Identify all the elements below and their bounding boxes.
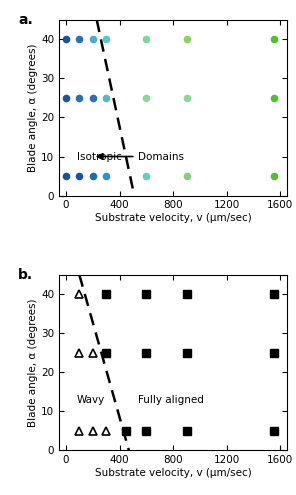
Text: b.: b. <box>18 268 33 282</box>
Y-axis label: Blade angle, α (degrees): Blade angle, α (degrees) <box>28 298 38 427</box>
Text: a.: a. <box>18 13 33 27</box>
X-axis label: Substrate velocity, v (μm/sec): Substrate velocity, v (μm/sec) <box>95 468 252 478</box>
Text: Wavy: Wavy <box>77 395 105 405</box>
Y-axis label: Blade angle, α (degrees): Blade angle, α (degrees) <box>28 44 38 172</box>
X-axis label: Substrate velocity, v (μm/sec): Substrate velocity, v (μm/sec) <box>95 213 252 223</box>
Text: Fully aligned: Fully aligned <box>138 395 204 405</box>
Text: Domains: Domains <box>138 151 184 161</box>
Text: Isotropic: Isotropic <box>77 151 121 161</box>
